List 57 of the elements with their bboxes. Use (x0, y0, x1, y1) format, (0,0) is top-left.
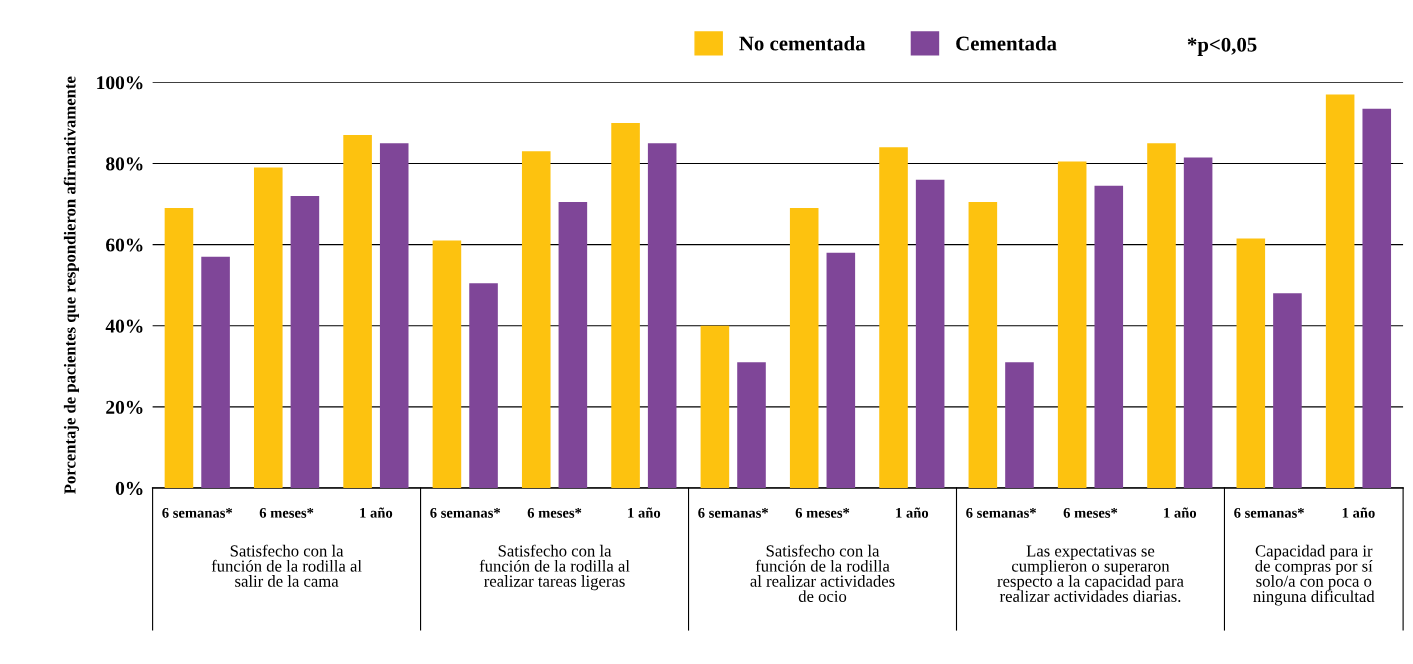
text: Satisfecho con la función de la rodilla al realizar actividades de ocio (750, 544, 895, 602)
text: Capacidad para ir de compras por sí solo/a con poca o ninguna dificultad (1253, 544, 1375, 606)
bar (1094, 185, 1124, 489)
x-tick-label: 1 año (628, 507, 661, 518)
bar (968, 202, 998, 489)
x-tick-label: 6 semanas* (430, 507, 501, 518)
bar (201, 256, 230, 489)
y-tick-label: 20% (106, 400, 143, 414)
legend-label: No cementada (739, 35, 866, 51)
bar (647, 143, 677, 489)
bar (737, 362, 766, 489)
bar (290, 195, 320, 489)
x-tick-label: 1 año (896, 507, 929, 518)
bar (826, 252, 856, 489)
bar (915, 179, 945, 489)
x-tick-label: 1 año (360, 507, 393, 518)
text: Las expectativas se cumplieron o superaron respecto a la capacidad para realizar actividades diarias. (997, 545, 1184, 602)
y-axis-title: Porcentaje de pacientes que respondieron afirmativamente (63, 76, 79, 494)
x-tick-label: 6 meses* (527, 507, 582, 518)
y-tick-label: 100% (97, 76, 143, 90)
x-tick-label: 1 año (1342, 507, 1375, 518)
y-tick-label: 80% (106, 157, 143, 171)
bar (558, 202, 588, 489)
bar (1057, 161, 1087, 489)
x-tick-label: 6 meses* (259, 507, 314, 518)
x-tick-label: 1 año (1164, 507, 1197, 518)
y-tick-label: 60% (106, 238, 143, 252)
bar (611, 122, 640, 489)
bar (1273, 293, 1302, 489)
x-tick-label: 6 semanas* (162, 507, 233, 518)
bar (432, 240, 462, 489)
x-tick-label: 6 semanas* (698, 507, 769, 518)
bar (1325, 94, 1355, 489)
x-tick-label: 6 meses* (1063, 507, 1118, 518)
text: Satisfecho con la función de la rodilla al realizar tareas ligeras (479, 544, 630, 591)
bar (879, 147, 908, 489)
bar (379, 143, 409, 489)
bar (1147, 143, 1176, 489)
bar (1236, 238, 1266, 489)
bar (469, 283, 498, 489)
legend-label: Cementada (956, 35, 1057, 51)
text: *p<0,05 (1187, 37, 1257, 56)
text: Satisfecho con la función de la rodilla al salir de la cama (211, 544, 362, 587)
bar (789, 208, 819, 489)
bar (1005, 362, 1034, 489)
bar (521, 151, 551, 489)
y-tick-label: 0% (115, 481, 143, 496)
bar (164, 208, 194, 489)
x-tick-label: 6 meses* (795, 507, 850, 518)
bar (343, 135, 372, 489)
y-tick-label: 40% (105, 319, 143, 333)
x-tick-label: 6 semanas* (966, 507, 1036, 518)
bar (700, 325, 730, 489)
bar (1362, 108, 1392, 489)
bar (1183, 157, 1213, 489)
bar (253, 167, 283, 489)
x-tick-label: 6 semanas* (1234, 507, 1304, 518)
